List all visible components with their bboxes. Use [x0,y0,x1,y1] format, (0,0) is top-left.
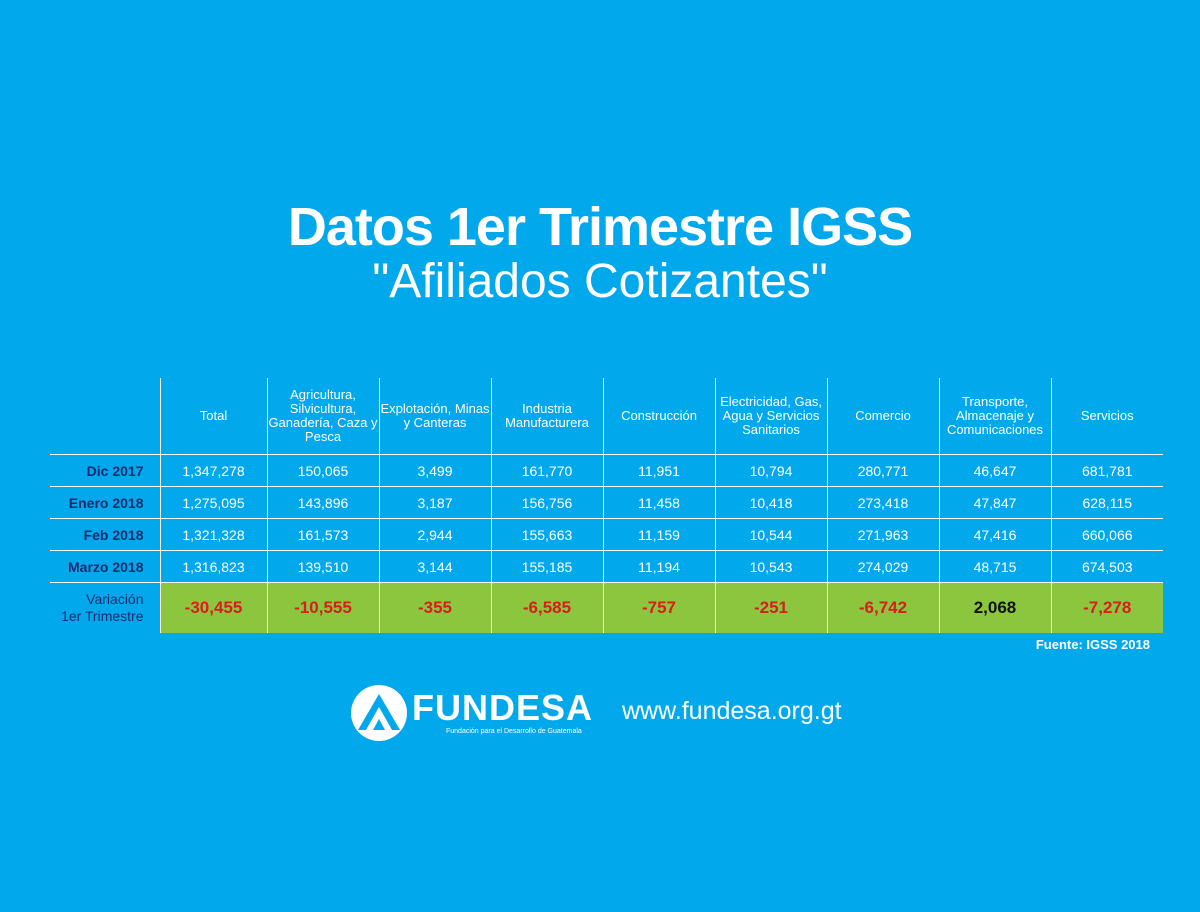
row-label: Feb 2018 [50,518,160,551]
column-header: Industria Manufacturera [490,378,603,455]
table-cell: 47,416 [938,518,1051,551]
table-cell: 48,715 [938,550,1051,583]
table-cell: 11,194 [602,550,715,583]
column-header: Construcción [602,378,715,455]
variation-cell: -30,455 [159,582,267,633]
fundesa-mountain-logo-icon [350,684,408,742]
table-header-row: Total Agricultura, Silvicultura, Ganader… [50,378,1163,455]
row-label: Dic 2017 [50,454,160,487]
column-header: Total [159,378,267,455]
website-link[interactable]: www.fundesa.org.gt [622,697,842,725]
variation-cell: -757 [602,582,715,633]
table-cell: 46,647 [938,454,1051,487]
table-cell: 280,771 [826,454,939,487]
table-cell: 10,794 [714,454,827,487]
table-cell: 2,944 [378,518,491,551]
variation-label-line2: 1er Trimestre [61,608,144,624]
variation-row: Variación 1er Trimestre -30,455 -10,555 … [50,582,1163,633]
table-cell: 660,066 [1050,518,1163,551]
table-cell: 628,115 [1050,486,1163,519]
table-cell: 271,963 [826,518,939,551]
table-cell: 3,187 [378,486,491,519]
column-header: Electricidad, Gas, Agua y Servicios Sani… [714,378,827,455]
logo-name: FUNDESA [412,687,594,728]
source-note: Fuente: IGSS 2018 [1035,637,1150,652]
variation-cell: -251 [714,582,827,633]
table-cell: 1,321,328 [159,518,267,551]
variation-cell: -7,278 [1050,582,1163,633]
affiliates-table: Total Agricultura, Silvicultura, Ganader… [50,378,1163,633]
table-cell: 11,951 [602,454,715,487]
table-cell: 155,185 [490,550,603,583]
table-cell: 10,543 [714,550,827,583]
table-cell: 273,418 [826,486,939,519]
table-cell: 47,847 [938,486,1051,519]
variation-label-line1: Variación [86,591,144,607]
table-cell: 150,065 [266,454,379,487]
table-cell: 155,663 [490,518,603,551]
variation-cell: -6,742 [826,582,939,633]
table-cell: 10,418 [714,486,827,519]
corner-cell [50,378,160,455]
row-label: Marzo 2018 [50,550,160,583]
variation-cell: -10,555 [266,582,379,633]
variation-cell: -6,585 [490,582,603,633]
table-cell: 10,544 [714,518,827,551]
column-header: Comercio [826,378,939,455]
table-cell: 161,573 [266,518,379,551]
variation-cell: 2,068 [938,582,1051,633]
column-header: Agricultura, Silvicultura, Ganadería, Ca… [266,378,379,455]
row-label: Enero 2018 [50,486,160,519]
table-cell: 11,458 [602,486,715,519]
table-cell: 143,896 [266,486,379,519]
table-cell: 11,159 [602,518,715,551]
variation-cell: -355 [378,582,491,633]
table-cell: 1,275,095 [159,486,267,519]
table-cell: 1,347,278 [159,454,267,487]
table-cell: 274,029 [826,550,939,583]
table-cell: 681,781 [1050,454,1163,487]
page-subtitle: "Afiliados Cotizantes" [372,255,828,308]
table-row: Feb 2018 1,321,328 161,573 2,944 155,663… [50,518,1163,551]
table-row: Marzo 2018 1,316,823 139,510 3,144 155,1… [50,550,1163,583]
table-row: Dic 2017 1,347,278 150,065 3,499 161,770… [50,454,1163,487]
logo-tagline: Fundación para el Desarrollo de Guatemal… [446,728,582,735]
table-cell: 139,510 [266,550,379,583]
column-header: Servicios [1050,378,1163,455]
table-cell: 3,499 [378,454,491,487]
column-header: Explotación, Minas y Canteras [378,378,491,455]
fundesa-logo: FUNDESA Fundación para el Desarrollo de … [350,684,850,754]
table-cell: 3,144 [378,550,491,583]
table-row: Enero 2018 1,275,095 143,896 3,187 156,7… [50,486,1163,519]
table-cell: 1,316,823 [159,550,267,583]
table-cell: 674,503 [1050,550,1163,583]
variation-row-label: Variación 1er Trimestre [50,582,160,633]
column-header: Transporte, Almacenaje y Comunicaciones [938,378,1051,455]
page-title: Datos 1er Trimestre IGSS [287,197,913,257]
table-cell: 156,756 [490,486,603,519]
table-cell: 161,770 [490,454,603,487]
